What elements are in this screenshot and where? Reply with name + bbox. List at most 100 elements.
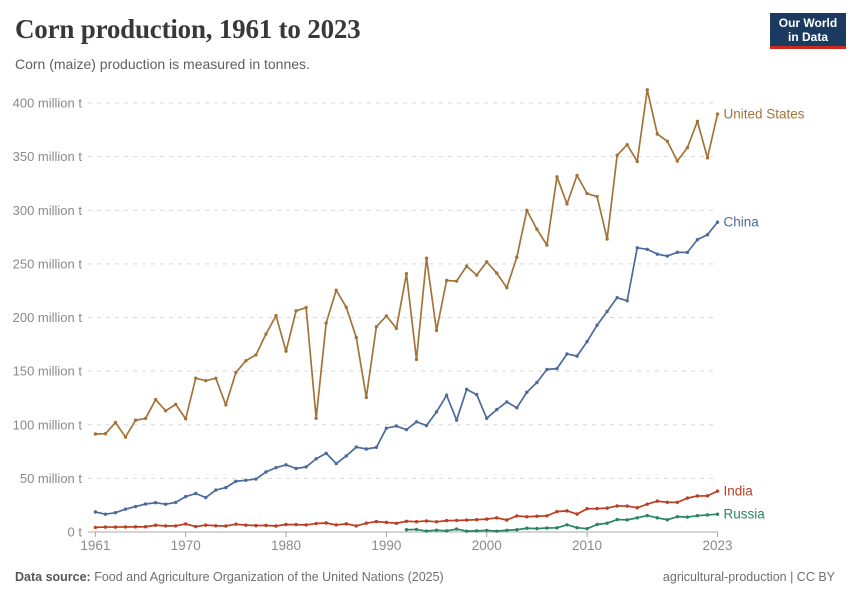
data-point[interactable] [274, 313, 278, 318]
data-point[interactable] [515, 528, 519, 532]
data-point[interactable] [143, 525, 148, 529]
series-line-china[interactable] [95, 221, 719, 516]
data-point[interactable] [304, 305, 308, 310]
data-point[interactable] [374, 519, 379, 524]
data-point[interactable] [715, 489, 720, 493]
data-point[interactable] [474, 517, 479, 522]
data-point[interactable] [103, 432, 108, 436]
data-point[interactable] [635, 516, 639, 520]
data-point[interactable] [284, 349, 288, 353]
data-point[interactable] [194, 491, 198, 496]
data-point[interactable] [565, 509, 569, 513]
series-label-united-states[interactable]: United States [724, 106, 805, 121]
data-point[interactable] [173, 524, 178, 528]
data-point[interactable] [314, 521, 318, 526]
data-point[interactable] [254, 477, 258, 481]
data-point[interactable] [274, 524, 278, 528]
data-point[interactable] [374, 325, 379, 329]
data-point[interactable] [645, 502, 649, 506]
data-point[interactable] [695, 119, 700, 124]
data-point[interactable] [153, 523, 158, 527]
data-point[interactable] [184, 522, 188, 526]
data-point[interactable] [274, 465, 278, 470]
data-point[interactable] [404, 528, 409, 532]
data-point[interactable] [635, 246, 639, 250]
data-point[interactable] [454, 527, 459, 531]
data-point[interactable] [123, 507, 128, 511]
series-russia[interactable]: Russia [404, 507, 766, 533]
data-point[interactable] [304, 523, 308, 527]
data-point[interactable] [103, 512, 108, 516]
data-point[interactable] [123, 525, 128, 529]
data-point[interactable] [615, 504, 619, 508]
data-point[interactable] [344, 522, 348, 526]
data-point[interactable] [464, 387, 469, 392]
data-point[interactable] [113, 511, 118, 515]
data-point[interactable] [535, 514, 539, 518]
data-point[interactable] [444, 518, 449, 523]
data-point[interactable] [545, 367, 549, 372]
data-point[interactable] [625, 143, 629, 147]
data-point[interactable] [615, 295, 619, 300]
data-point[interactable] [294, 309, 298, 313]
data-point[interactable] [214, 376, 218, 381]
data-point[interactable] [244, 359, 248, 363]
data-point[interactable] [655, 252, 659, 256]
data-point[interactable] [414, 420, 419, 424]
data-point[interactable] [665, 500, 670, 504]
data-point[interactable] [224, 485, 228, 490]
data-point[interactable] [555, 526, 559, 530]
series-label-india[interactable]: India [724, 483, 754, 498]
data-point[interactable] [665, 518, 670, 522]
data-point[interactable] [585, 526, 589, 531]
data-point[interactable] [525, 515, 529, 519]
data-point[interactable] [565, 202, 569, 206]
data-point[interactable] [625, 518, 629, 522]
data-point[interactable] [474, 529, 479, 533]
data-point[interactable] [675, 250, 680, 254]
data-point[interactable] [605, 237, 609, 241]
data-point[interactable] [444, 529, 449, 533]
data-point[interactable] [695, 237, 700, 242]
data-point[interactable] [555, 366, 559, 371]
data-point[interactable] [394, 424, 399, 428]
data-point[interactable] [715, 512, 720, 516]
data-point[interactable] [525, 526, 529, 530]
data-point[interactable] [454, 418, 459, 422]
data-point[interactable] [294, 466, 298, 471]
data-point[interactable] [675, 514, 680, 519]
data-point[interactable] [525, 208, 529, 213]
data-point[interactable] [464, 529, 469, 533]
data-point[interactable] [665, 139, 670, 143]
data-point[interactable] [505, 528, 509, 532]
data-point[interactable] [575, 173, 579, 178]
data-point[interactable] [234, 522, 238, 526]
data-point[interactable] [163, 502, 168, 506]
data-point[interactable] [685, 515, 690, 519]
data-point[interactable] [575, 512, 579, 516]
data-point[interactable] [334, 461, 338, 466]
data-point[interactable] [464, 264, 469, 268]
data-point[interactable] [414, 527, 419, 532]
data-point[interactable] [384, 426, 389, 430]
data-point[interactable] [705, 494, 710, 498]
data-point[interactable] [404, 272, 409, 276]
data-point[interactable] [535, 227, 539, 231]
data-point[interactable] [93, 525, 98, 530]
data-point[interactable] [424, 256, 429, 260]
data-point[interactable] [515, 514, 519, 518]
data-point[interactable] [234, 370, 238, 375]
data-point[interactable] [434, 410, 439, 414]
data-point[interactable] [294, 522, 298, 527]
data-point[interactable] [715, 220, 720, 224]
data-point[interactable] [685, 496, 690, 500]
data-point[interactable] [485, 416, 489, 421]
data-point[interactable] [133, 418, 138, 422]
data-point[interactable] [93, 510, 98, 514]
data-point[interactable] [474, 392, 479, 397]
data-point[interactable] [414, 520, 419, 524]
data-point[interactable] [595, 323, 599, 327]
data-point[interactable] [505, 400, 509, 404]
data-point[interactable] [675, 500, 680, 504]
series-line-russia[interactable] [406, 513, 718, 532]
